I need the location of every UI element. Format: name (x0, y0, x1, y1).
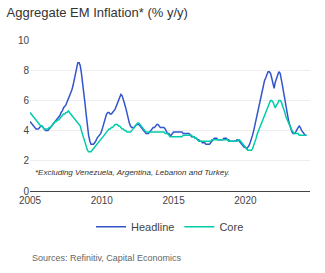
svg-text:6: 6 (23, 95, 29, 106)
svg-text:0: 0 (23, 186, 29, 197)
svg-text:4: 4 (23, 125, 29, 136)
svg-text:8: 8 (23, 65, 29, 76)
svg-text:*Excluding Venezuela, Argentin: *Excluding Venezuela, Argentina, Lebanon… (35, 168, 230, 177)
svg-text:2: 2 (23, 155, 29, 166)
svg-text:Sources: Refinitiv, Capital Ec: Sources: Refinitiv, Capital Economics (32, 253, 181, 263)
svg-text:Headline: Headline (131, 221, 174, 233)
svg-text:2020: 2020 (234, 195, 257, 206)
svg-text:2015: 2015 (162, 195, 185, 206)
svg-text:2010: 2010 (91, 195, 114, 206)
svg-text:Core: Core (219, 221, 243, 233)
svg-text:2005: 2005 (19, 195, 42, 206)
svg-text:10: 10 (18, 35, 30, 46)
svg-text:Aggregate EM Inflation* (% y/y: Aggregate EM Inflation* (% y/y) (7, 5, 188, 20)
